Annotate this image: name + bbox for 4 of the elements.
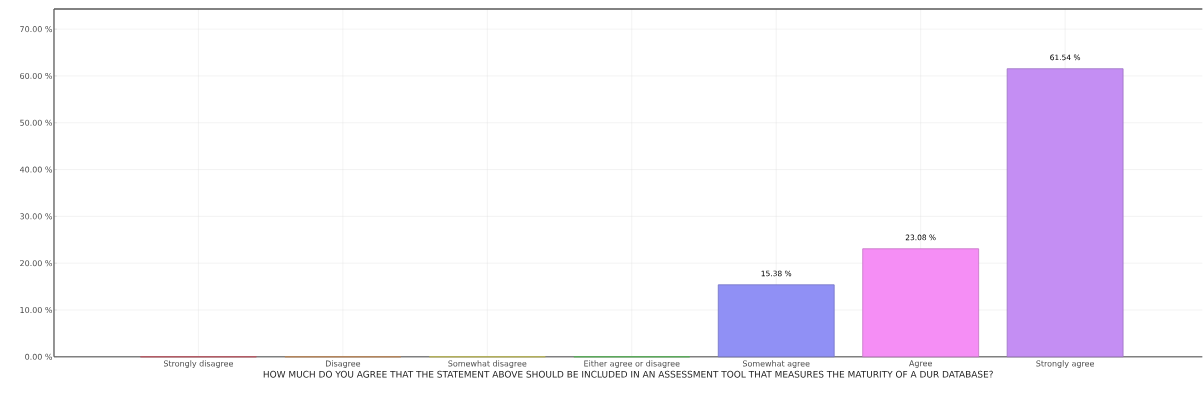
bar [862,248,980,358]
bar [1006,68,1124,358]
bar [717,284,835,358]
x-axis-title: HOW MUCH DO YOU AGREE THAT THE STATEMENT ABOVE SHOULD BE INCLUDED IN AN ASSESSMENT TOOL THAT MEASURES THE MATURITY OF A DUR DATABASE? [263,370,993,378]
